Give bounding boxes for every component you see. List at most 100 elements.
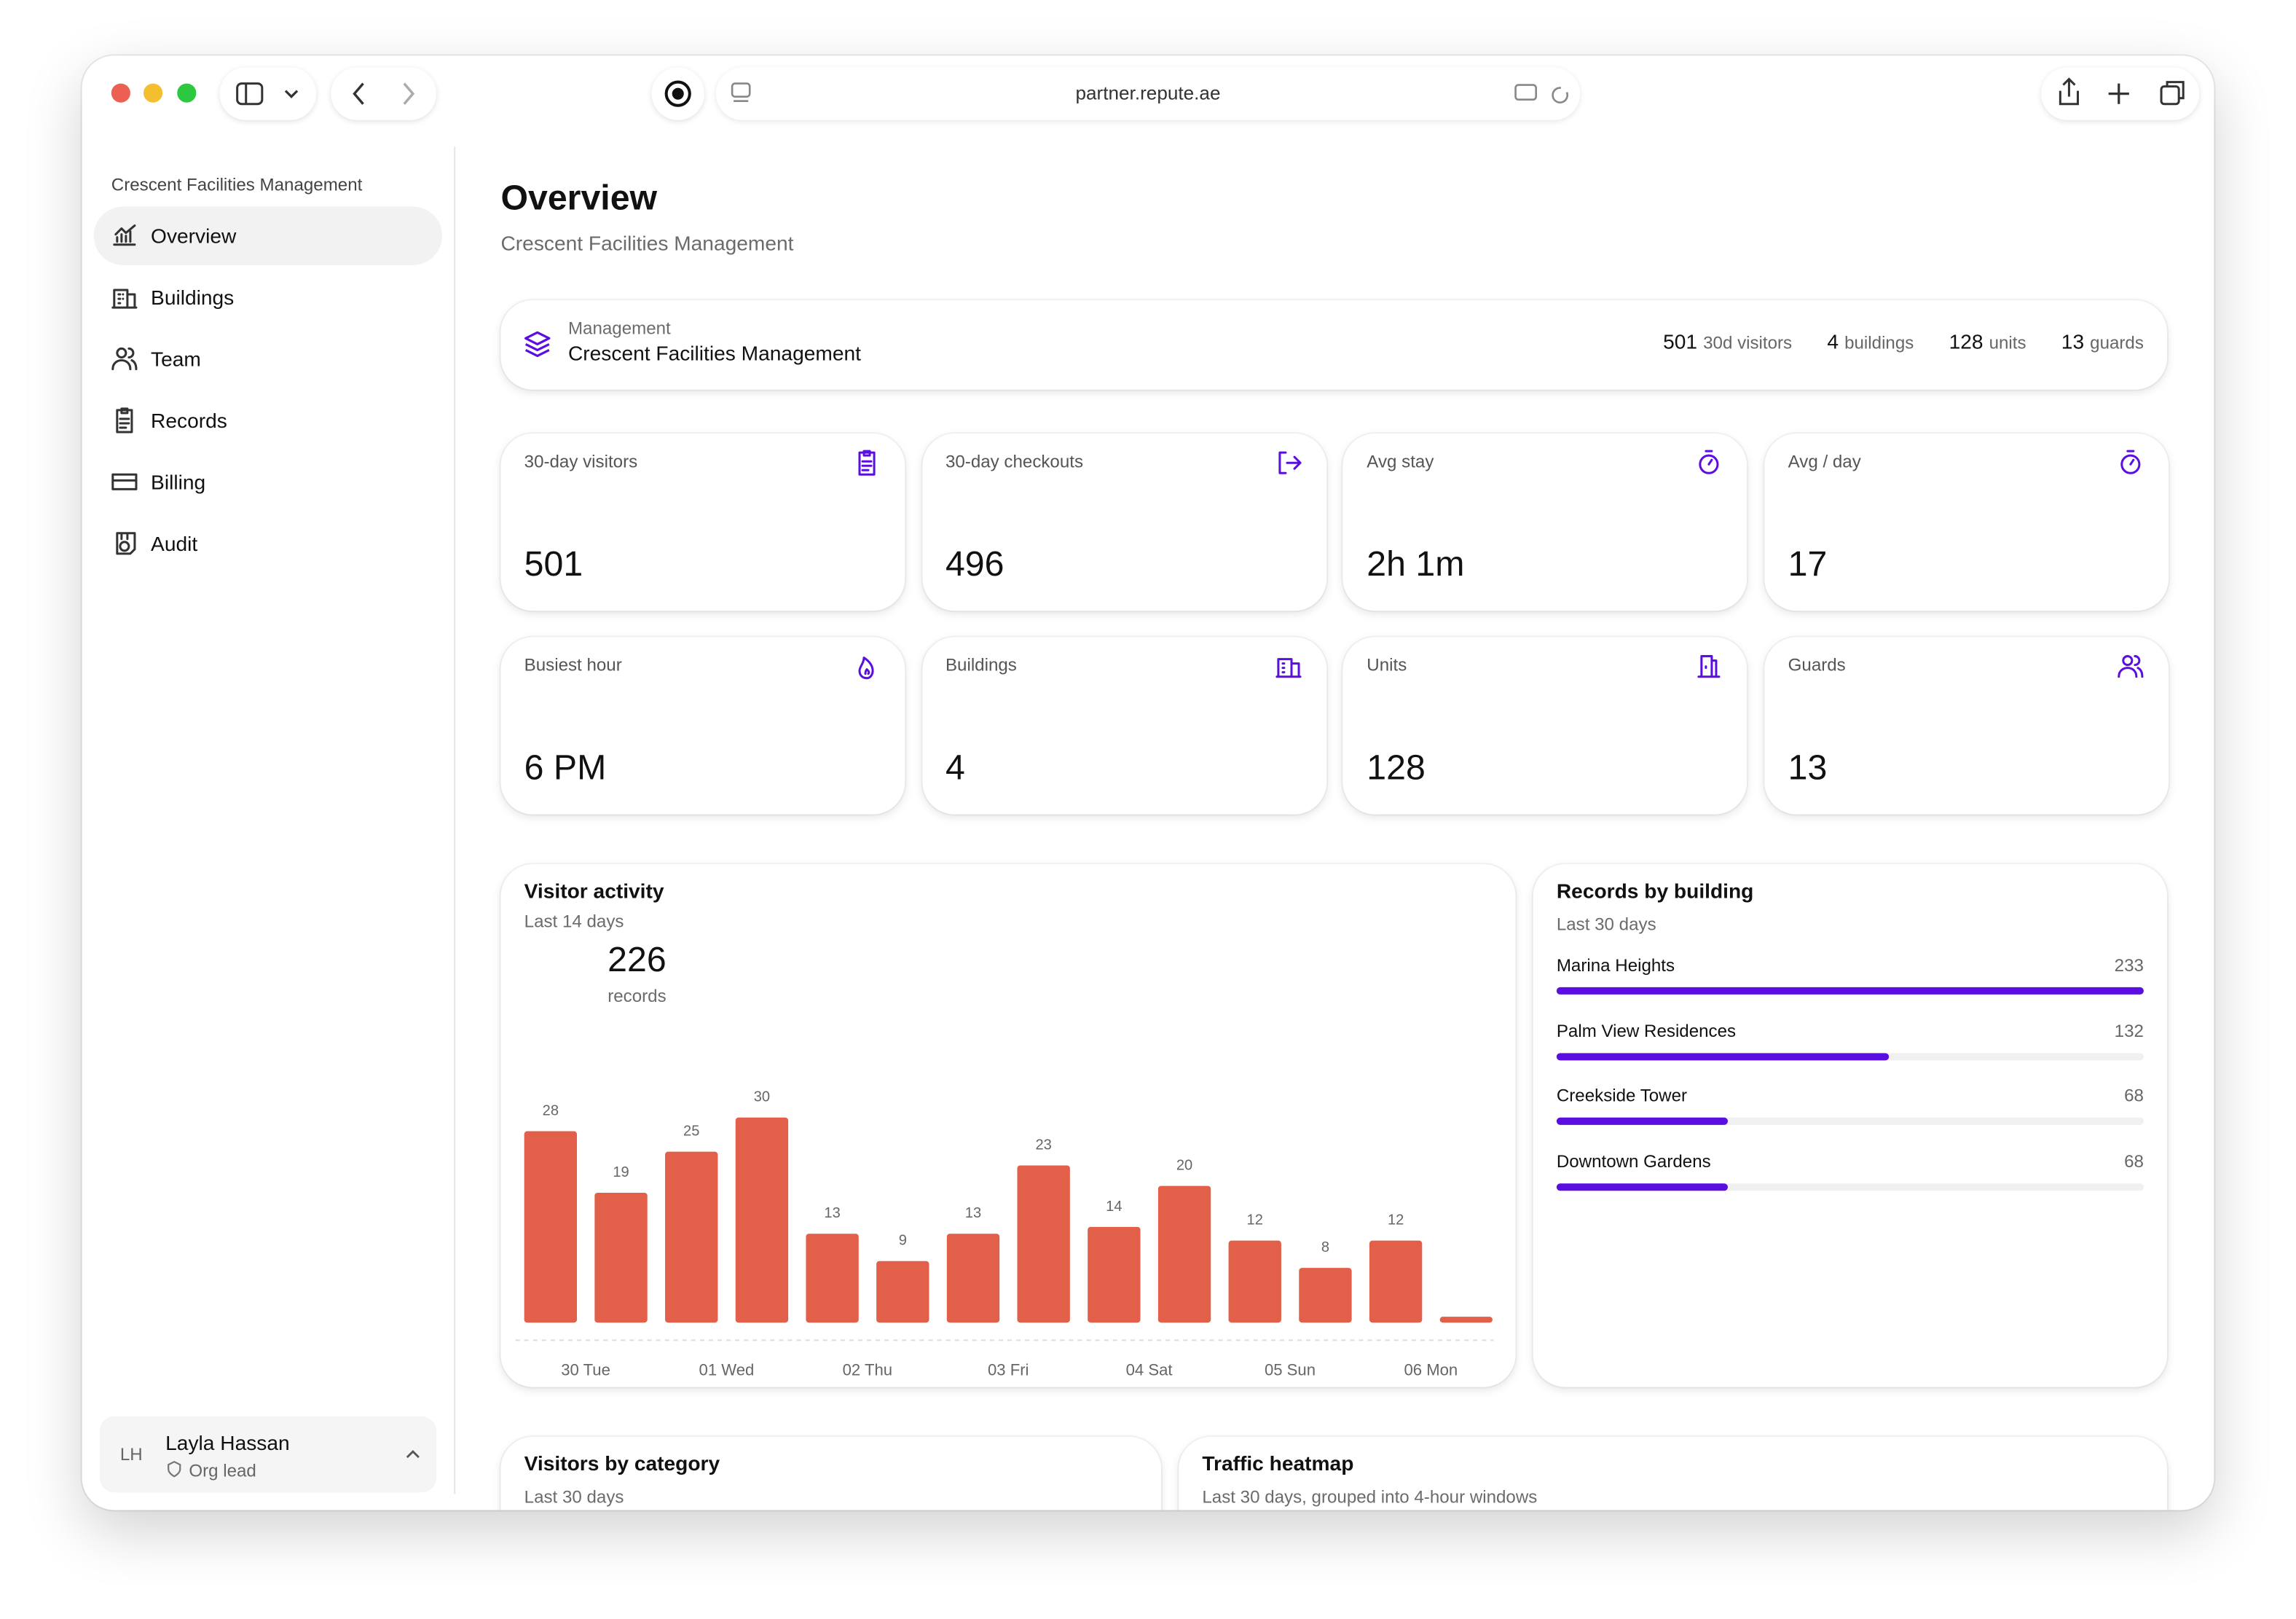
kpi-card: Avg / day 17 — [1764, 434, 2169, 611]
nav-item[interactable]: Records — [94, 391, 442, 450]
icon-path — [1698, 655, 1721, 678]
kpi-card: Units 128 — [1343, 637, 1747, 815]
total-value: 226 — [608, 940, 667, 980]
nav-label: Billing — [151, 470, 206, 494]
bar-label: 19 — [613, 1164, 629, 1180]
building-name: Downtown Gardens — [1556, 1151, 1711, 1172]
bar-chart: 28 19 25 30 13 9 13 23 14 20 12 8 12 30 Tue 01 Wed 02 T… — [515, 1089, 1494, 1379]
user-name: Layla Hassan — [165, 1430, 290, 1455]
window-actions[interactable] — [2041, 67, 2200, 120]
visitor-activity-card: Visitor activity Last 14 days 226 record… — [500, 864, 1516, 1387]
bar-label: 12 — [1247, 1212, 1263, 1228]
kpi-label: Avg / day — [1788, 451, 1861, 472]
card-title: Visitor activity — [524, 879, 664, 903]
x-tick-label: 06 Mon — [1404, 1361, 1458, 1379]
icon-path — [111, 347, 138, 371]
user-menu[interactable]: LH Layla Hassan Org lead — [99, 1416, 437, 1493]
url: partner.repute.ae — [1075, 82, 1221, 104]
sidebar-toggle[interactable] — [219, 67, 317, 120]
building-value: 68 — [2124, 1086, 2144, 1107]
nav-item[interactable]: Overview — [93, 206, 443, 265]
stat-value: 4 — [1827, 329, 1839, 353]
icon-path — [116, 407, 133, 434]
stat-label: 30d visitors — [1703, 332, 1793, 353]
zoom-button[interactable] — [177, 83, 197, 103]
kpi-value: 496 — [945, 544, 1004, 585]
nav-buttons[interactable] — [331, 67, 437, 120]
card-subtitle: Last 30 days — [1556, 914, 1656, 935]
kpi-label: Guards — [1788, 654, 1846, 675]
card-title: Visitors by category — [524, 1451, 720, 1475]
nav-label: Overview — [151, 224, 237, 248]
icon — [858, 656, 874, 680]
building-bar — [1556, 987, 2144, 995]
bar — [594, 1192, 648, 1323]
card-subtitle: Last 14 days — [524, 911, 624, 932]
management-stats: 501 30d visitors 4 buildings 128 units 13 guard… — [1663, 329, 2144, 353]
icon — [858, 450, 876, 476]
nav-item[interactable]: Team — [94, 329, 442, 388]
nav-item[interactable]: Buildings — [94, 268, 442, 326]
icon-path — [1278, 451, 1301, 474]
kpi-card: Guards 13 — [1764, 637, 2169, 815]
kpi-value: 4 — [945, 748, 965, 788]
nav-item[interactable]: Audit — [94, 514, 442, 573]
card-title: Records by building — [1556, 879, 1754, 903]
icon — [111, 347, 138, 371]
icon — [2120, 450, 2141, 474]
kpi-card: 30-day checkouts 496 — [921, 434, 1326, 611]
nav-label: Records — [151, 408, 227, 433]
icon — [111, 289, 138, 309]
nav-item[interactable]: Billing — [94, 452, 442, 511]
minimize-button[interactable] — [143, 83, 163, 103]
bar-label: 23 — [1035, 1137, 1051, 1153]
icon-path — [2118, 655, 2144, 678]
management-name: Crescent Facilities Management — [567, 341, 861, 365]
layers-icon — [524, 331, 551, 358]
records-card: Records by building Last 30 days Marina … — [1533, 864, 2168, 1387]
bar — [735, 1117, 789, 1323]
bar-label: 13 — [824, 1205, 840, 1221]
kpi-value: 6 PM — [524, 748, 607, 788]
user-role: Org lead — [189, 1460, 256, 1481]
kpi-value: 17 — [1788, 544, 1828, 585]
kpi-card: Busiest hour 6 PM — [500, 637, 905, 815]
address-bar[interactable]: partner.repute.ae — [715, 67, 1581, 120]
building-bar — [1556, 1118, 1729, 1126]
kpi-label: Units — [1367, 654, 1407, 675]
card-subtitle: Last 30 days, grouped into 4-hour window… — [1202, 1486, 1538, 1508]
bar — [806, 1234, 859, 1323]
nav-arrows — [353, 82, 415, 105]
record-button[interactable] — [651, 67, 704, 120]
icon — [116, 407, 133, 434]
icon-path — [111, 473, 138, 490]
sidebar-divider — [454, 146, 456, 1494]
kpi-card: Buildings 4 — [921, 637, 1326, 815]
category-card: Visitors by category Last 30 days — [500, 1437, 1162, 1510]
x-tick-label: 05 Sun — [1265, 1361, 1316, 1379]
building-value: 132 — [2114, 1020, 2144, 1041]
kpi-value: 128 — [1367, 748, 1426, 788]
page-icon — [731, 82, 751, 103]
kpi-card: 30-day visitors 501 — [500, 434, 905, 611]
chevron-up — [406, 1450, 420, 1459]
heatmap-card: Traffic heatmap Last 30 days, grouped in… — [1179, 1437, 2168, 1510]
stat-value: 13 — [2061, 329, 2085, 353]
bar — [876, 1261, 929, 1323]
kpi-value: 501 — [524, 544, 583, 585]
kpi-label: Busiest hour — [524, 654, 622, 675]
bar-label: 8 — [1321, 1239, 1329, 1255]
icon — [111, 473, 138, 490]
close-button[interactable] — [111, 83, 130, 103]
icon — [1275, 658, 1301, 678]
bar — [524, 1131, 578, 1323]
building-name: Marina Heights — [1556, 954, 1675, 976]
card-subtitle: Last 30 days — [524, 1486, 624, 1508]
stat-label: units — [1989, 332, 2026, 353]
icon-path — [111, 289, 138, 309]
stat-value: 128 — [1949, 329, 1984, 353]
icon-path — [858, 450, 876, 476]
page-subtitle: Crescent Facilities Management — [500, 231, 794, 255]
